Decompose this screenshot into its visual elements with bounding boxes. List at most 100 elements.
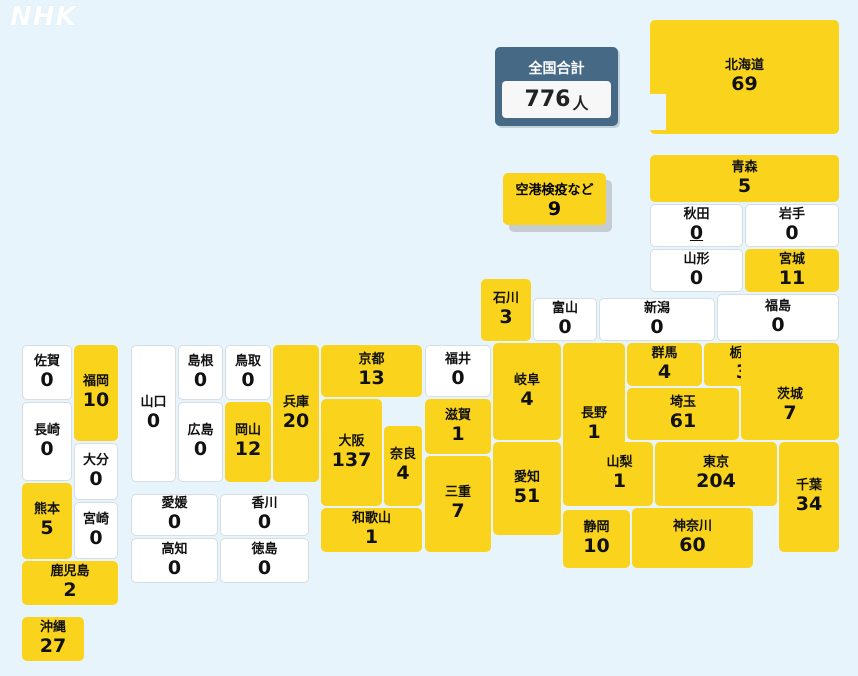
pref-name: 熊本 <box>33 502 60 518</box>
pref-kumamoto[interactable]: 熊本 5 <box>22 483 72 559</box>
pref-value: 0 <box>650 315 664 338</box>
pref-name: 奈良 <box>389 447 416 463</box>
pref-value: 0 <box>689 221 704 244</box>
pref-value: 0 <box>689 266 704 289</box>
pref-osaka[interactable]: 大阪 137 <box>321 399 382 506</box>
pref-name: 石川 <box>492 291 519 307</box>
pref-yamagata[interactable]: 山形 0 <box>650 249 743 292</box>
pref-value: 69 <box>731 73 758 96</box>
pref-value: 0 <box>40 368 54 391</box>
pref-name: 愛知 <box>513 469 540 485</box>
pref-kanagawa[interactable]: 神奈川 60 <box>632 508 753 568</box>
pref-name: 広島 <box>187 423 214 439</box>
pref-value: 3 <box>499 306 513 329</box>
pref-fukuoka[interactable]: 福岡 10 <box>74 345 118 441</box>
pref-name: 静岡 <box>583 520 610 536</box>
airport-quarantine-tile[interactable]: 空港検疫など 9 <box>503 173 606 225</box>
pref-gunma[interactable]: 群馬 4 <box>627 343 702 386</box>
pref-value: 7 <box>451 500 465 523</box>
pref-value: 10 <box>82 389 110 412</box>
pref-value: 4 <box>396 462 410 485</box>
pref-value: 11 <box>778 266 806 289</box>
pref-value: 0 <box>771 313 785 336</box>
pref-nagasaki[interactable]: 長崎 0 <box>22 402 72 481</box>
pref-name: 新潟 <box>643 300 670 316</box>
pref-mie[interactable]: 三重 7 <box>425 456 491 552</box>
pref-value: 60 <box>679 534 706 557</box>
pref-hokkaido[interactable]: 北海道 69 <box>650 20 839 134</box>
pref-name: 茨城 <box>776 386 803 402</box>
pref-value: 0 <box>193 438 208 461</box>
pref-name: 群馬 <box>651 345 678 361</box>
pref-tokyo[interactable]: 東京 204 <box>655 442 777 506</box>
pref-name: 岩手 <box>778 206 805 222</box>
pref-name: 大阪 <box>338 433 365 449</box>
pref-value: 0 <box>146 409 161 432</box>
pref-name: 神奈川 <box>672 519 712 535</box>
pref-value: 34 <box>795 493 823 516</box>
pref-okinawa[interactable]: 沖縄 27 <box>22 617 84 661</box>
pref-name: 島根 <box>187 353 214 369</box>
pref-name: 京都 <box>358 352 385 368</box>
pref-value: 13 <box>358 367 385 390</box>
pref-chiba[interactable]: 千葉 34 <box>779 442 839 552</box>
pref-ehime[interactable]: 愛媛 0 <box>131 494 218 536</box>
pref-iwate[interactable]: 岩手 0 <box>745 204 839 247</box>
pref-name: 三重 <box>444 485 471 501</box>
pref-shimane[interactable]: 島根 0 <box>178 345 223 400</box>
pref-name: 和歌山 <box>351 511 391 527</box>
pref-hiroshima[interactable]: 広島 0 <box>178 402 223 482</box>
pref-kyoto[interactable]: 京都 13 <box>321 345 422 397</box>
national-total-panel: 全国合計 776 人 <box>495 47 618 126</box>
pref-yamanashi[interactable]: 山梨 1 <box>586 442 653 506</box>
pref-value: 0 <box>193 368 208 391</box>
pref-kagoshima[interactable]: 鹿児島 2 <box>22 561 118 605</box>
national-total-value-box: 776 人 <box>502 81 611 118</box>
nhk-logo: NHK <box>10 2 77 32</box>
pref-oita[interactable]: 大分 0 <box>74 443 118 500</box>
pref-hyogo[interactable]: 兵庫 20 <box>273 345 319 482</box>
pref-shiga[interactable]: 滋賀 1 <box>425 399 491 454</box>
pref-ibaraki[interactable]: 茨城 7 <box>741 343 839 440</box>
pref-tottori[interactable]: 鳥取 0 <box>225 345 271 400</box>
pref-shizuoka[interactable]: 静岡 10 <box>563 510 630 568</box>
pref-gifu[interactable]: 岐阜 4 <box>493 343 561 440</box>
pref-name: 愛媛 <box>161 496 188 512</box>
pref-aichi[interactable]: 愛知 51 <box>493 442 561 535</box>
pref-akita[interactable]: 秋田 0 <box>650 204 743 247</box>
pref-value: 10 <box>583 535 610 558</box>
pref-ishikawa[interactable]: 石川 3 <box>481 279 531 341</box>
pref-yamaguchi[interactable]: 山口 0 <box>131 345 176 482</box>
pref-miyazaki[interactable]: 宮崎 0 <box>74 502 118 559</box>
pref-name: 宮崎 <box>82 511 109 527</box>
pref-toyama[interactable]: 富山 0 <box>533 298 597 341</box>
pref-wakayama[interactable]: 和歌山 1 <box>321 508 422 552</box>
pref-value: 0 <box>89 467 103 490</box>
pref-kagawa[interactable]: 香川 0 <box>220 494 309 536</box>
pref-name: 北海道 <box>724 58 764 74</box>
pref-nara[interactable]: 奈良 4 <box>384 426 422 506</box>
pref-value: 0 <box>89 526 103 549</box>
pref-saga[interactable]: 佐賀 0 <box>22 345 72 400</box>
pref-name: 岐阜 <box>513 372 540 388</box>
pref-name: 福岡 <box>82 374 109 390</box>
pref-value: 5 <box>737 174 752 197</box>
pref-name: 宮城 <box>778 251 805 267</box>
pref-aomori[interactable]: 青森 5 <box>650 155 839 202</box>
pref-saitama[interactable]: 埼玉 61 <box>627 388 739 440</box>
pref-value: 0 <box>257 511 272 534</box>
pref-name: 東京 <box>702 455 729 471</box>
pref-name: 山口 <box>140 394 167 410</box>
national-total-label: 全国合計 <box>528 61 585 77</box>
pref-fukui[interactable]: 福井 0 <box>425 345 491 397</box>
pref-kochi[interactable]: 高知 0 <box>131 538 218 583</box>
pref-name: 山形 <box>683 251 710 267</box>
pref-value: 0 <box>167 511 182 534</box>
pref-miyagi[interactable]: 宮城 11 <box>745 249 839 292</box>
pref-tokushima[interactable]: 徳島 0 <box>220 538 309 583</box>
pref-niigata[interactable]: 新潟 0 <box>599 298 715 341</box>
pref-value: 137 <box>331 448 372 471</box>
pref-fukushima[interactable]: 福島 0 <box>717 294 839 341</box>
pref-value: 0 <box>785 221 799 244</box>
pref-okayama[interactable]: 岡山 12 <box>225 402 271 482</box>
